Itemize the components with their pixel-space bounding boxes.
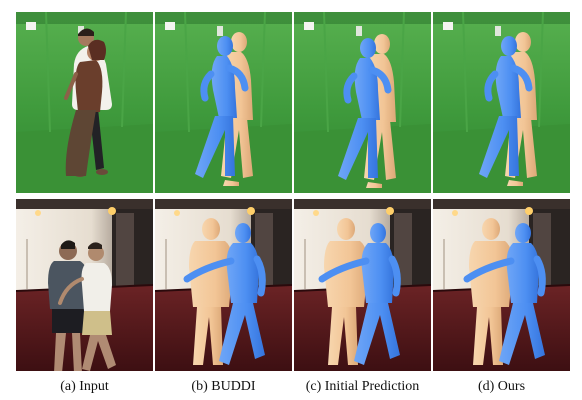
caption-buddi: (b) BUDDI — [191, 379, 256, 394]
panel-row2-buddi — [155, 199, 292, 371]
panel-row2-input — [16, 199, 153, 371]
panel-row1-initial-prediction — [294, 12, 431, 193]
caption-initial-prediction: (c) Initial Prediction — [305, 379, 420, 394]
caption-ours: (d) Ours — [477, 379, 526, 394]
caption-input: (a) Input — [60, 379, 109, 394]
panel-row1-input — [16, 12, 153, 193]
panel-row1-ours — [433, 12, 570, 193]
panel-row2-initial-prediction — [294, 199, 431, 371]
panel-row1-buddi — [155, 12, 292, 193]
panel-row2-ours — [433, 199, 570, 371]
